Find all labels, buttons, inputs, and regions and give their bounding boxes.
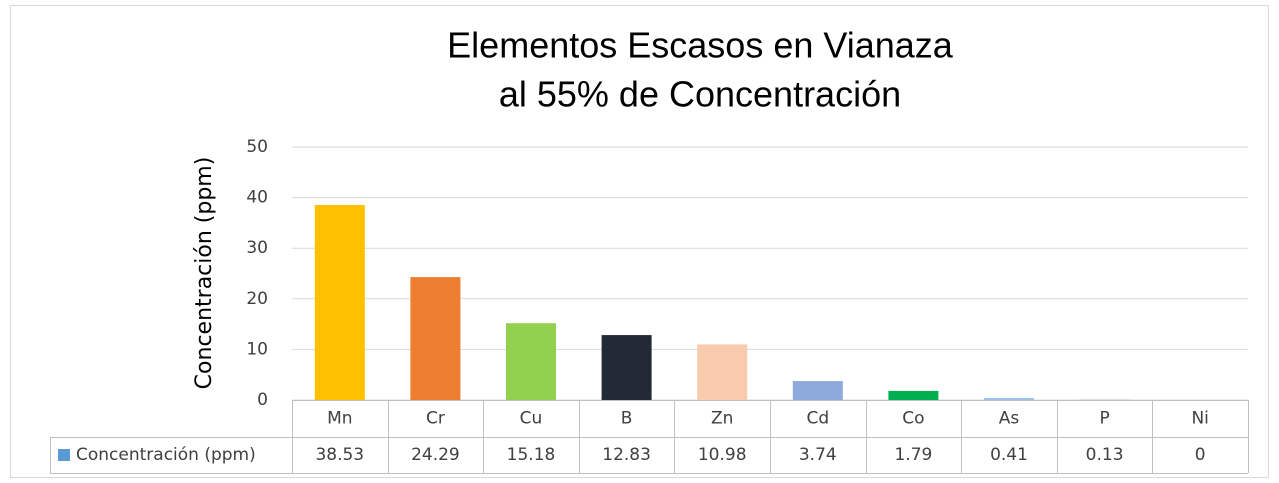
x-tick-label: Mn [327, 409, 352, 429]
bar [984, 397, 1034, 400]
legend-label: Concentración (ppm) [76, 445, 256, 465]
x-tick-label: P [1099, 409, 1109, 429]
y-axis-title: Concentración (ppm) [192, 157, 217, 390]
x-tick-label: B [621, 409, 633, 429]
data-table-value: 12.83 [602, 445, 651, 465]
data-table-value: 38.53 [315, 445, 364, 465]
bar [888, 390, 939, 400]
y-tick-label: 50 [246, 137, 268, 157]
bar [410, 277, 461, 400]
data-table-value: 10.98 [698, 445, 747, 465]
bar [1079, 399, 1130, 400]
data-table-value: 0.41 [990, 445, 1028, 465]
y-tick-label: 0 [257, 390, 268, 410]
x-tick-label: Ni [1191, 409, 1208, 429]
x-tick-label: Cu [520, 409, 543, 429]
x-tick-label: Zn [711, 409, 733, 429]
data-table-value: 24.29 [411, 445, 460, 465]
bar [506, 323, 556, 400]
y-tick-label: 10 [246, 339, 268, 359]
x-tick-label: Cr [426, 409, 445, 429]
bar [792, 381, 843, 400]
bar [697, 344, 748, 400]
x-tick-label: Cd [806, 409, 829, 429]
data-table-value: 0 [1195, 445, 1206, 465]
y-tick-label: 30 [246, 238, 268, 258]
chart-title: al 55% de Concentración [499, 74, 901, 115]
y-tick-label: 20 [246, 289, 268, 309]
x-tick-label: Co [902, 409, 924, 429]
data-table-value: 15.18 [507, 445, 556, 465]
bar [314, 205, 365, 400]
data-table-value: 3.74 [799, 445, 837, 465]
data-table-value: 1.79 [894, 445, 932, 465]
x-tick-label: As [999, 409, 1020, 429]
chart-title: Elementos Escasos en Vianaza [447, 25, 954, 66]
bar [601, 335, 652, 400]
data-table-value: 0.13 [1086, 445, 1124, 465]
y-tick-label: 40 [246, 188, 268, 208]
legend-key [58, 449, 70, 461]
